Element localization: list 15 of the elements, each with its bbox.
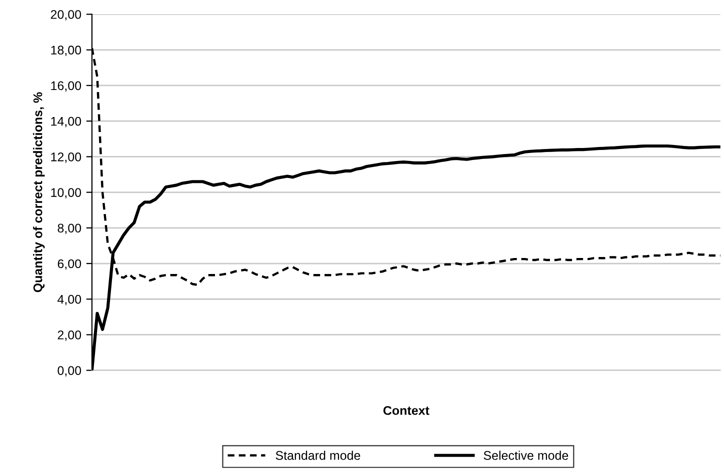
y-tick-label: 18,00 (51, 46, 82, 56)
y-tick-label: 16,00 (51, 81, 82, 92)
y-tick-label: 10,00 (51, 188, 82, 198)
y-tick-label: 20,00 (50, 10, 82, 20)
legend-label: Selective mode (484, 450, 568, 460)
y-tick-label: 2,00 (58, 330, 82, 341)
x-axis-title: Context (383, 406, 430, 415)
y-tick-label: 14,00 (51, 116, 82, 128)
legend-label: Standard mode (276, 450, 360, 460)
y-axis-title: Quantity of correct predictions, % (33, 92, 45, 292)
y-tick-label: 0,00 (58, 366, 82, 376)
y-tick-label: 8,00 (58, 224, 82, 234)
y-tick-label: 6,00 (58, 259, 82, 270)
y-tick-label: 12,00 (51, 152, 82, 163)
y-tick-label: 4,00 (57, 294, 82, 306)
